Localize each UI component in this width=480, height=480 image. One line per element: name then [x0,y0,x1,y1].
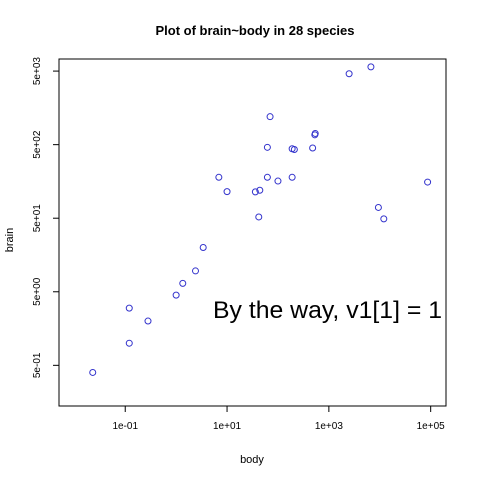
x-tick-label: 1e+03 [315,421,344,432]
data-point [263,173,271,181]
x-tick-label: 1e+05 [417,421,446,432]
y-tick-label: 5e+03 [32,57,43,86]
data-point [255,213,263,221]
data-point [266,113,274,121]
y-axis-label: brain [4,228,16,252]
data-point [125,339,133,347]
x-tick-label: 1e+01 [213,421,242,432]
data-point [179,279,187,287]
data-point [199,243,207,251]
y-axis: 5e-01 5e+00 5e+01 5e+02 5e+03 [32,57,59,378]
data-point [251,188,259,196]
annotation-text: By the way, v1[1] = 1 [213,297,442,324]
data-point [125,304,133,312]
data-point [223,188,231,196]
data-point [309,144,317,152]
data-points [89,63,432,376]
data-point [345,70,353,78]
data-point [263,143,271,151]
data-point [288,173,296,181]
plot-frame [58,58,447,407]
y-tick-label: 5e-01 [32,352,43,378]
data-point [290,145,298,153]
chart-title: Plot of brain~body in 28 species [155,23,354,38]
data-point [215,173,223,181]
data-point [374,203,382,211]
data-point [424,178,432,186]
data-point [191,267,199,275]
x-axis-label: body [240,454,264,466]
x-axis: 1e-01 1e+01 1e+03 1e+05 [112,406,445,432]
data-point [256,186,264,194]
data-point [380,215,388,223]
y-tick-label: 5e+02 [32,130,43,159]
x-tick-label: 1e-01 [112,421,138,432]
data-point [311,129,319,137]
data-point [172,291,180,299]
data-point [89,368,97,376]
data-point [367,63,375,71]
y-tick-label: 5e+01 [32,204,43,233]
data-point [274,177,282,185]
y-tick-label: 5e+00 [32,277,43,306]
data-point [144,317,152,325]
